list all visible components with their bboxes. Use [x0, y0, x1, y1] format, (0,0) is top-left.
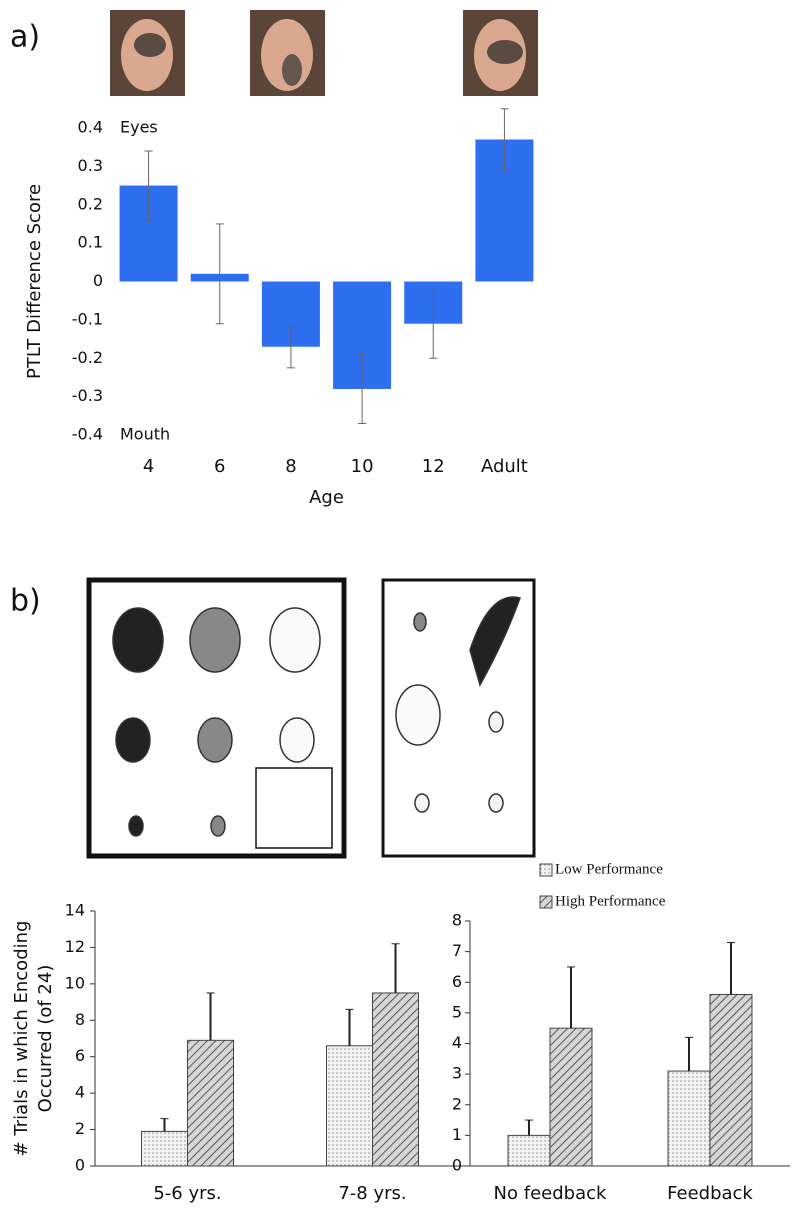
- bar: [372, 992, 419, 1167]
- annotation: Mouth: [120, 425, 170, 444]
- error-bar: [144, 150, 153, 221]
- bar: [187, 1039, 234, 1167]
- x-tick-label: No feedback: [494, 1183, 607, 1204]
- x-axis-label: Age: [309, 487, 344, 508]
- y-tick-label: 0.4: [78, 118, 103, 137]
- error-bar: [429, 288, 438, 359]
- y-axis-label: PTLT Difference Score: [24, 184, 45, 379]
- x-tick-label: 5-6 yrs.: [153, 1183, 221, 1204]
- y-tick-label: 0.2: [78, 194, 103, 213]
- y-tick-label: -0.2: [72, 348, 103, 367]
- y-tick-label: 14: [65, 901, 85, 920]
- y-tick-label: 5: [452, 1002, 462, 1021]
- error-bar: [727, 941, 735, 995]
- y-tick-label: 12: [65, 937, 85, 956]
- face-thumbnails: [110, 10, 538, 96]
- error-bar: [525, 1119, 533, 1136]
- panel-label: b): [10, 584, 41, 619]
- legend-swatch: [539, 895, 553, 909]
- y-tick-label: 8: [452, 911, 462, 930]
- error-bar: [206, 992, 215, 1041]
- y-tick-label: -0.3: [72, 386, 103, 405]
- error-bar: [567, 966, 575, 1029]
- y-tick-label: 0.3: [78, 156, 103, 175]
- y-axis-label: Occurred (of 24): [35, 965, 56, 1113]
- y-tick-label: 1: [452, 1125, 462, 1144]
- y-tick-label: 0.1: [78, 233, 103, 252]
- bar: [667, 1070, 711, 1167]
- y-tick-label: -0.1: [72, 309, 103, 328]
- panel-label: a): [10, 20, 40, 55]
- y-tick-label: 6: [452, 972, 462, 991]
- error-bar: [286, 325, 295, 369]
- x-tick-label: 4: [143, 456, 154, 477]
- x-tick-label: Adult: [481, 456, 528, 477]
- y-tick-label: 2: [75, 1119, 85, 1138]
- y-tick-label: 0: [452, 1156, 462, 1175]
- y-axis-label: # Trials in which Encoding: [11, 921, 32, 1157]
- error-bar: [358, 353, 367, 424]
- annotation: Eyes: [120, 118, 158, 137]
- x-tick-label: 6: [214, 456, 225, 477]
- y-tick-label: 3: [452, 1064, 462, 1083]
- y-tick-label: 0: [75, 1156, 85, 1175]
- y-tick-label: 0: [93, 271, 103, 290]
- error-bar: [215, 223, 224, 325]
- x-tick-label: 7-8 yrs.: [338, 1183, 406, 1204]
- y-tick-label: -0.4: [72, 425, 103, 444]
- y-tick-label: 7: [452, 941, 462, 960]
- x-tick-label: Feedback: [667, 1183, 753, 1204]
- bar: [141, 1130, 188, 1167]
- error-bar: [391, 943, 400, 993]
- bar: [549, 1027, 593, 1167]
- stimulus-panels: [86, 577, 536, 859]
- x-tick-label: 8: [285, 456, 296, 477]
- error-bar: [685, 1036, 693, 1072]
- x-tick-label: 12: [422, 456, 445, 477]
- y-tick-label: 6: [75, 1046, 85, 1065]
- legend-label: High Performance: [555, 893, 666, 909]
- y-tick-label: 4: [452, 1033, 462, 1052]
- legend-swatch: [539, 863, 553, 877]
- y-tick-label: 10: [65, 973, 85, 992]
- error-bar: [160, 1118, 169, 1132]
- error-bar: [345, 1008, 354, 1046]
- y-tick-label: 8: [75, 1010, 85, 1029]
- y-tick-label: 2: [452, 1094, 462, 1113]
- error-bar: [500, 108, 509, 171]
- x-tick-label: 10: [351, 456, 374, 477]
- legend-label: Low Performance: [555, 861, 663, 877]
- bar: [326, 1045, 373, 1167]
- bar: [507, 1134, 551, 1167]
- bar: [709, 994, 753, 1167]
- y-tick-label: 4: [75, 1083, 85, 1102]
